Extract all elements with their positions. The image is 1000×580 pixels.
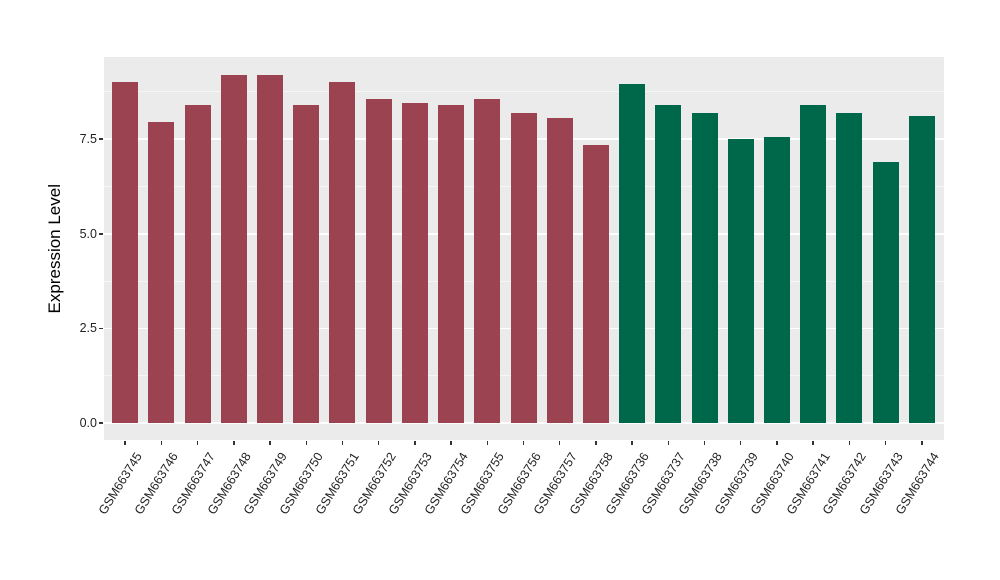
x-tick-mark — [667, 440, 670, 445]
bar-GSM663744 — [908, 116, 935, 423]
x-tick-mark — [812, 440, 814, 445]
bar-GSM663751 — [329, 82, 356, 423]
y-tick-label: 7.5 — [79, 132, 97, 147]
x-tick-mark — [884, 440, 887, 445]
y-tick-mark — [98, 138, 103, 140]
x-tick-mark — [269, 440, 271, 445]
bar-GSM663750 — [293, 105, 320, 423]
x-tick-mark — [305, 440, 307, 445]
bar-GSM663756 — [510, 112, 537, 423]
bar-GSM663743 — [872, 161, 899, 423]
bar-GSM663739 — [727, 139, 754, 423]
bar-GSM663736 — [619, 84, 646, 423]
bar-GSM663758 — [582, 144, 609, 423]
y-axis-title-wrap: Expression Level — [42, 57, 68, 440]
bar-GSM663742 — [836, 112, 863, 423]
y-tick-label: 0.0 — [79, 416, 97, 430]
x-tick-mark — [414, 440, 416, 445]
x-tick-mark — [233, 440, 235, 445]
x-tick-mark — [196, 440, 199, 445]
x-tick-mark — [486, 440, 489, 445]
x-tick-mark — [341, 440, 344, 445]
x-tick-mark — [124, 440, 126, 445]
bar-GSM663746 — [148, 122, 175, 423]
bar-GSM663747 — [184, 105, 211, 423]
bar-GSM663745 — [112, 82, 139, 423]
bar-GSM663757 — [546, 118, 573, 423]
y-tick-mark — [98, 233, 103, 235]
x-tick-mark — [160, 440, 163, 445]
bar-GSM663738 — [691, 112, 718, 423]
bar-GSM663754 — [438, 105, 465, 423]
y-tick-mark — [98, 422, 103, 424]
x-tick-mark — [631, 440, 633, 445]
bar-GSM663748 — [220, 74, 247, 423]
bar-GSM663737 — [655, 105, 682, 423]
gridline-major — [103, 422, 944, 424]
bar-GSM663749 — [257, 74, 284, 423]
x-tick-mark — [776, 440, 778, 445]
x-tick-mark — [848, 440, 851, 445]
x-tick-mark — [450, 440, 452, 445]
bar-GSM663740 — [763, 137, 790, 423]
bar-GSM663755 — [474, 99, 501, 423]
x-tick-mark — [558, 440, 561, 445]
bar-GSM663741 — [800, 105, 827, 423]
y-tick-mark — [98, 327, 103, 330]
y-tick-label: 2.5 — [79, 321, 97, 336]
y-axis-title: Expression Level — [45, 183, 64, 314]
x-tick-mark — [739, 440, 742, 445]
bar-GSM663752 — [365, 99, 392, 423]
x-tick-mark — [703, 440, 706, 445]
x-tick-mark — [595, 440, 597, 445]
x-tick-mark — [522, 440, 525, 445]
y-tick-label: 5.0 — [79, 226, 97, 241]
x-tick-mark — [921, 440, 923, 445]
x-tick-mark — [377, 440, 380, 445]
plot-panel — [103, 57, 944, 440]
bar-GSM663753 — [401, 103, 428, 423]
gridline-minor — [103, 91, 944, 93]
